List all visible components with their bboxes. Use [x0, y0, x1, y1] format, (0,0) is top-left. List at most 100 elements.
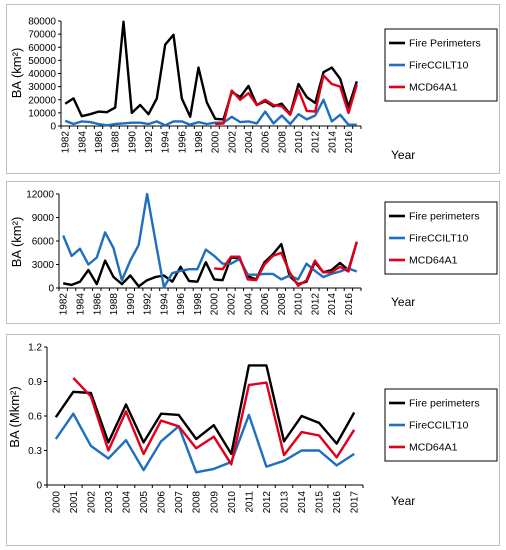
x-tick-label: 2010 — [227, 491, 238, 514]
chart-2-svg: 0 3000 6000 9000 12000 1982 1984 1986 1988 1990 19… — [9, 190, 498, 316]
y-tick-label: 0 — [36, 481, 42, 492]
x-tick-label: 1986 — [94, 131, 105, 154]
chart-panel-3: 0 0.3 0.6 0.9 1.2 2000 2001 2002 2003 2004 2005 200… — [6, 334, 500, 546]
x-tick-label: 1986 — [92, 293, 103, 316]
series-line-fireccilt10 — [54, 412, 355, 474]
x-tick-label: 2002 — [86, 491, 97, 514]
x-tick-label: 2016 — [344, 293, 355, 316]
legend-label: Fire perimeters — [409, 211, 480, 223]
y-tick-label: 30000 — [28, 82, 56, 93]
x-axis-label: Year — [391, 295, 415, 309]
y-tick-label: 80000 — [28, 17, 56, 28]
x-tick-label: 2003 — [104, 491, 115, 514]
legend-label: FireCCILT10 — [409, 233, 468, 245]
chart-panel-2: 0 3000 6000 9000 12000 1982 1984 1986 1988 1990 19… — [6, 181, 500, 324]
x-tick-label: 1990 — [126, 293, 137, 316]
x-tick-label: 2006 — [261, 131, 272, 154]
x-tick-label: 2000 — [211, 131, 222, 154]
y-tick-label: 0 — [48, 284, 54, 295]
y-tick-label: 0 — [50, 122, 56, 133]
x-tick-label: 2014 — [327, 293, 338, 316]
series-line-fire-perimeters — [64, 20, 358, 121]
x-tick-label: 2004 — [122, 491, 133, 514]
x-tick-label: 1990 — [127, 131, 138, 154]
y-axis-label: BA (km²) — [9, 217, 24, 268]
y-tick-label: 0.3 — [28, 446, 42, 457]
x-tick-label: 2004 — [244, 131, 255, 154]
x-tick-label: 2008 — [277, 131, 288, 154]
y-axis-label: BA (Mkm²) — [7, 386, 22, 447]
x-tick-label: 2000 — [210, 293, 221, 316]
x-tick-label: 1996 — [176, 293, 187, 316]
x-tick-label: 1984 — [77, 131, 88, 154]
chart-3-svg: 0 0.3 0.6 0.9 1.2 2000 2001 2002 2003 2004 2005 200… — [7, 343, 498, 514]
x-tick-label: 1988 — [111, 131, 122, 154]
y-tick-label: 6000 — [32, 237, 55, 248]
chart-1-svg: 0 10000 20000 30000 40000 50000 60000 70000 8000… — [9, 17, 498, 162]
x-tick-label: 1996 — [177, 131, 188, 154]
legend-label: FireCCILT10 — [409, 420, 468, 432]
x-tick-label: 2014 — [327, 131, 338, 154]
x-tick-label: 2000 — [51, 491, 62, 514]
legend-label: MCD64A1 — [409, 82, 458, 94]
series-line-fireccilt10 — [64, 98, 357, 127]
y-tick-label: 10000 — [28, 108, 56, 119]
x-tick-label: 1998 — [193, 293, 204, 316]
series-line-fire-perimeters — [54, 364, 356, 456]
x-tick-label: 2007 — [174, 491, 185, 514]
x-tick-label: 1982 — [61, 131, 72, 154]
series-line-mcd64a1 — [215, 74, 358, 126]
y-tick-label: 12000 — [26, 190, 54, 201]
x-tick-label: 1992 — [143, 293, 154, 316]
y-tick-label: 50000 — [28, 56, 56, 67]
x-tick-label: 2005 — [139, 491, 150, 514]
y-tick-label: 0.6 — [28, 412, 42, 423]
series-line-mcd64a1 — [72, 377, 356, 466]
x-tick-label: 2009 — [209, 491, 220, 514]
y-tick-label: 0.9 — [28, 377, 42, 388]
x-tick-label: 1988 — [109, 293, 120, 316]
x-tick-label: 2002 — [226, 293, 237, 316]
x-tick-label: 2006 — [260, 293, 271, 316]
x-tick-label: 2012 — [311, 131, 322, 154]
x-tick-label: 2013 — [280, 491, 291, 514]
legend-label: MCD64A1 — [409, 255, 458, 267]
y-tick-label: 70000 — [28, 30, 56, 41]
x-tick-label: 2010 — [294, 131, 305, 154]
y-tick-label: 9000 — [32, 213, 55, 224]
x-tick-label: 1984 — [75, 293, 86, 316]
x-tick-label: 2016 — [332, 491, 343, 514]
x-tick-label: 2010 — [294, 293, 305, 316]
x-tick-label: 2008 — [277, 293, 288, 316]
x-tick-label: 2008 — [192, 491, 203, 514]
y-tick-label: 1.2 — [28, 343, 42, 354]
x-axis-label: Year — [391, 494, 415, 508]
series-line-fireccilt10 — [62, 192, 358, 289]
y-tick-label: 3000 — [32, 260, 55, 271]
x-axis-label: Year — [391, 148, 415, 162]
x-tick-label: 1994 — [159, 293, 170, 316]
legend-label: MCD64A1 — [409, 442, 458, 454]
x-tick-label: 2002 — [227, 131, 238, 154]
chart-panel-1: 0 10000 20000 30000 40000 50000 60000 70000 8000… — [6, 4, 500, 174]
x-tick-label: 2001 — [69, 491, 80, 514]
y-tick-label: 20000 — [28, 95, 56, 106]
x-tick-label: 2015 — [315, 491, 326, 514]
legend-label: Fire perimeters — [409, 398, 480, 410]
x-tick-label: 1992 — [144, 131, 155, 154]
series-line-mcd64a1 — [214, 241, 358, 287]
legend-label: FireCCILT10 — [409, 60, 468, 72]
x-tick-label: 2011 — [244, 491, 255, 513]
x-tick-label: 2012 — [262, 491, 273, 514]
legend-box — [384, 388, 498, 462]
x-tick-label: 2006 — [157, 491, 168, 514]
x-tick-label: 2014 — [297, 491, 308, 514]
x-tick-label: 2016 — [344, 131, 355, 154]
y-tick-label: 60000 — [28, 43, 56, 54]
x-tick-label: 1982 — [59, 293, 70, 316]
y-axis-label: BA (km²) — [9, 48, 24, 99]
x-tick-label: 1994 — [161, 131, 172, 154]
x-tick-label: 2004 — [243, 293, 254, 316]
legend-label: Fire Perimeters — [409, 38, 481, 50]
y-tick-label: 40000 — [28, 69, 56, 80]
